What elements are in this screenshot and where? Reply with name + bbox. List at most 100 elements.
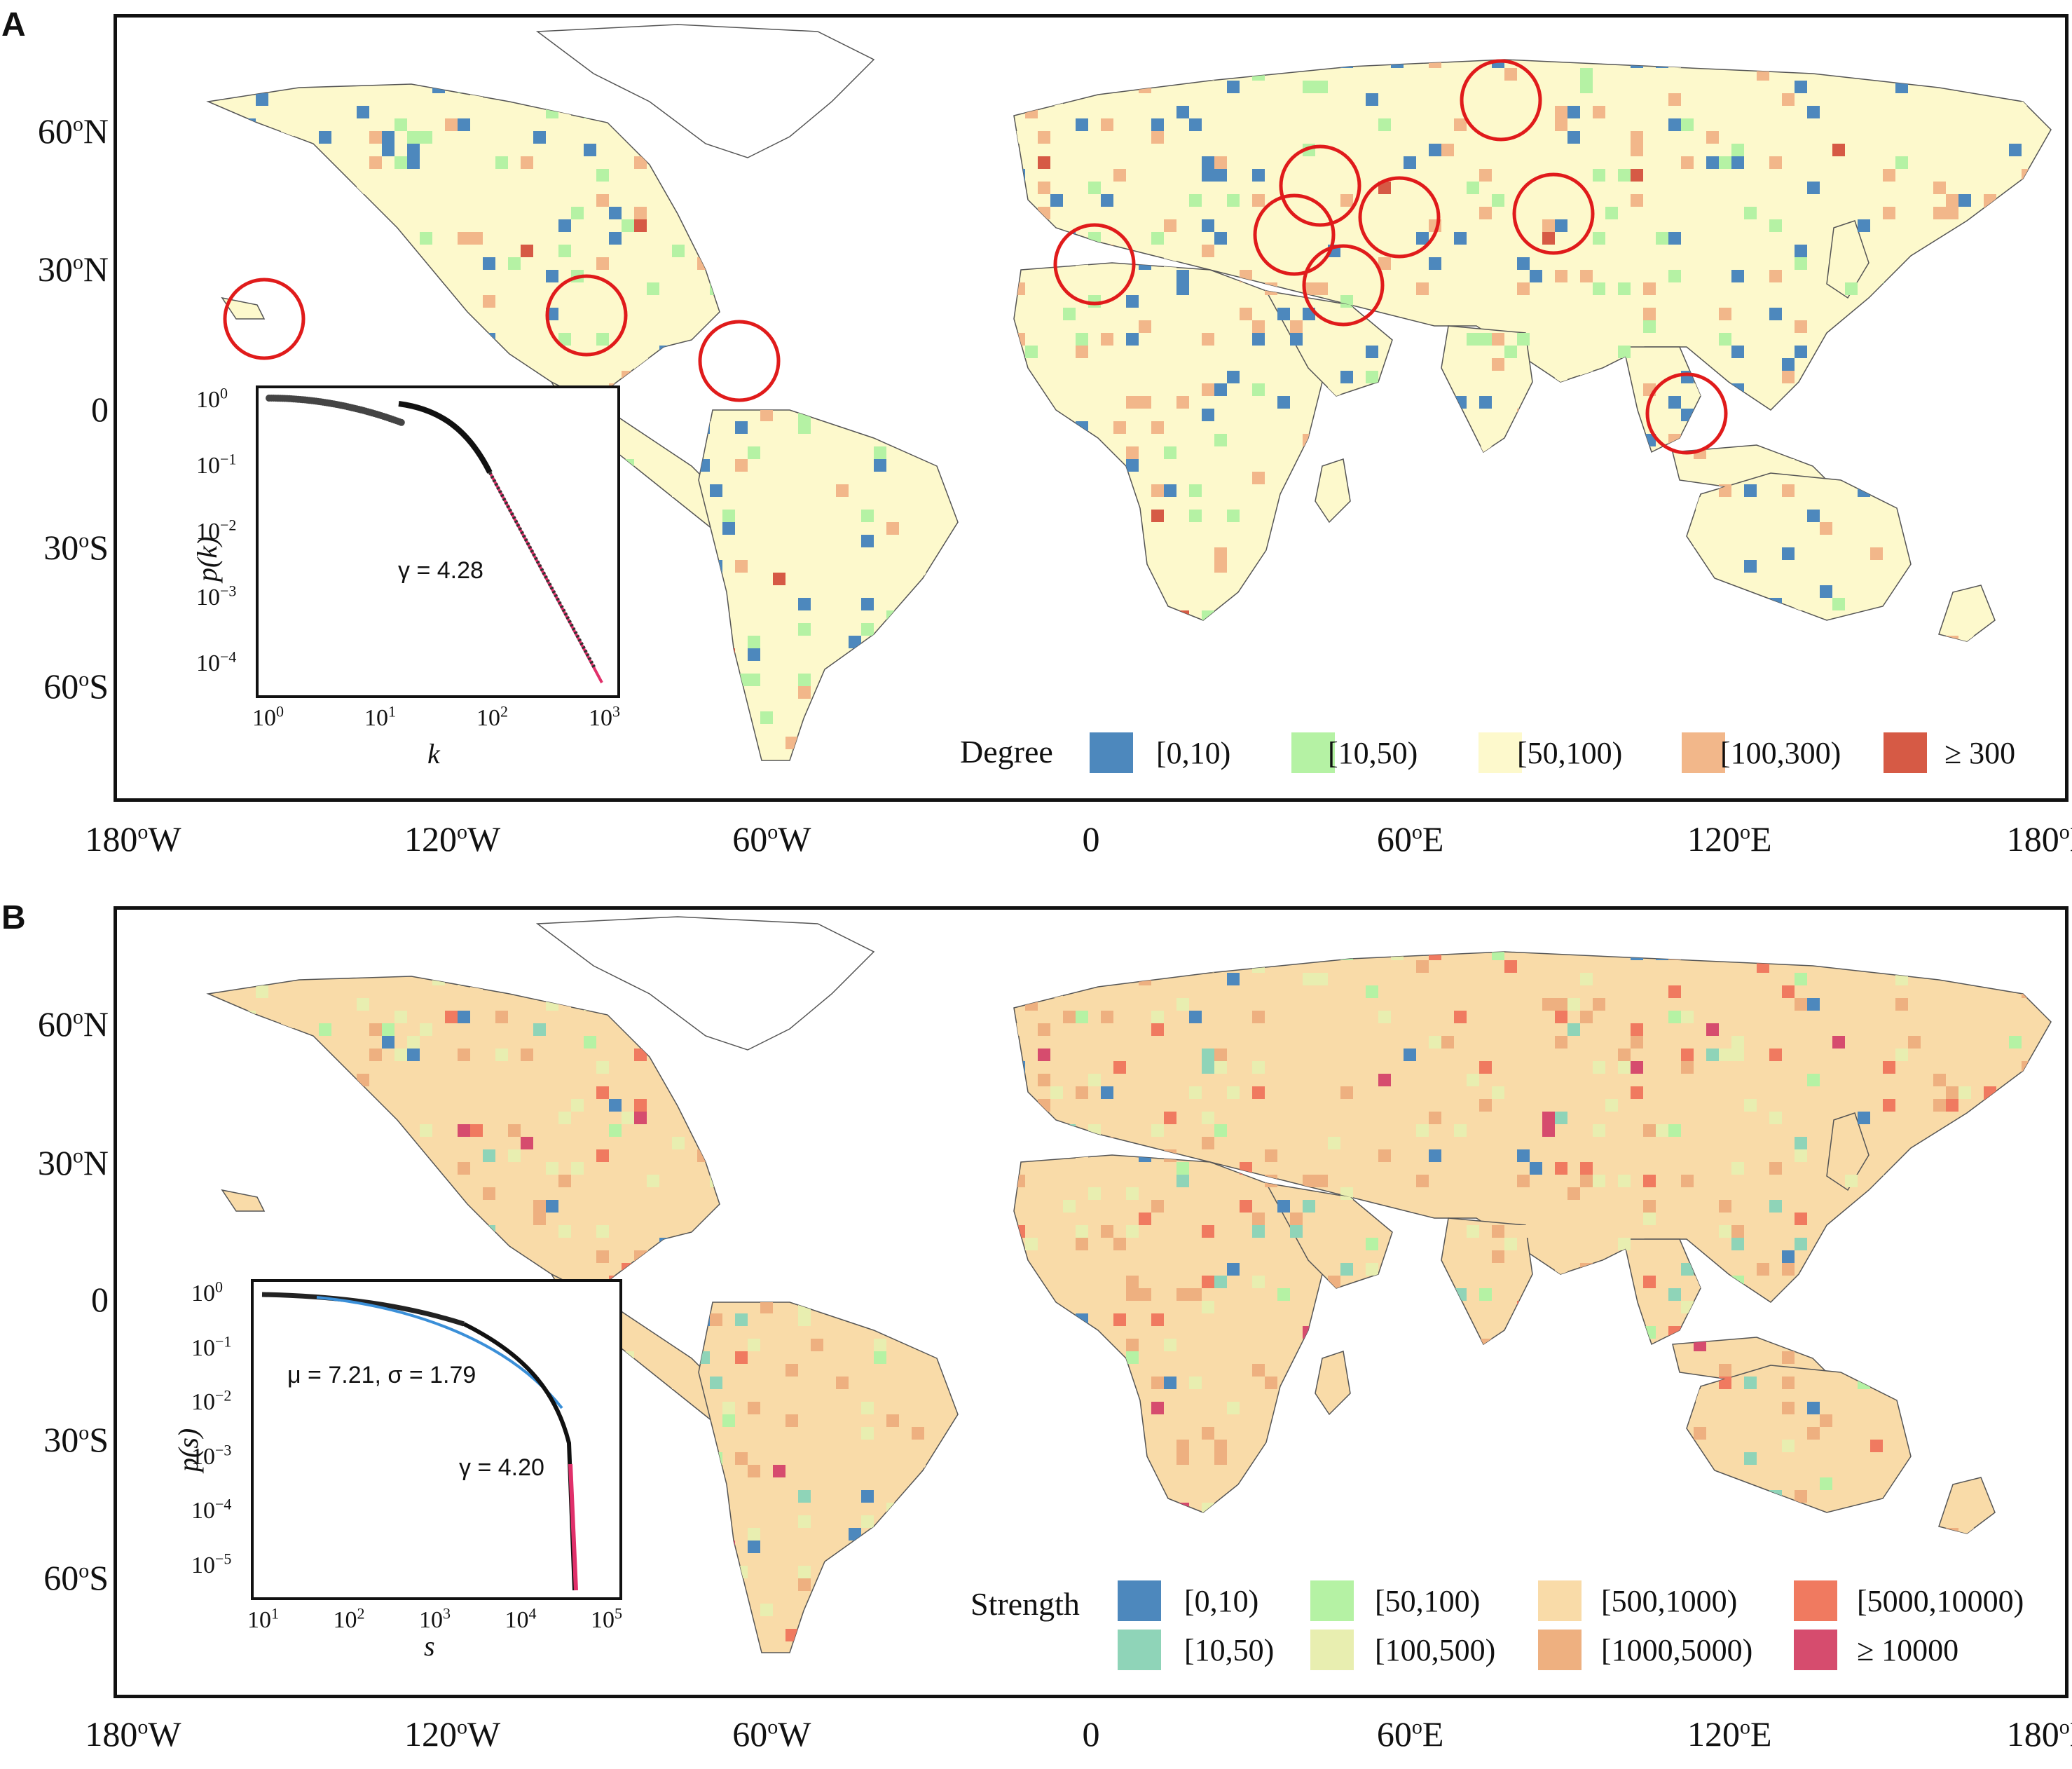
legend-title: Degree [960, 734, 1053, 770]
panel-a-map [206, 24, 2052, 761]
strength-distribution-plot [261, 1292, 578, 1591]
legend-swatch [1794, 1630, 1837, 1670]
greenland-landmass [535, 916, 875, 1051]
inset-y-label: p(s) [172, 1428, 204, 1472]
longitude-tick-label: 60oW [732, 819, 811, 859]
x-tick-label: 101 [364, 702, 396, 731]
japan-landmass [1826, 220, 1869, 299]
hub-circle [1645, 372, 1728, 455]
legend-title: Strength [970, 1586, 1080, 1622]
legend-label: [5000,10000) [1857, 1584, 2024, 1618]
lognormal-fit-line [316, 1296, 563, 1409]
europeAsia-landmass [1013, 59, 2052, 411]
x-tick-label: 100 [252, 702, 284, 731]
africa-landmass [1013, 1154, 1323, 1513]
latitude-tick-label: 30oN [37, 250, 109, 289]
legend-swatch [1291, 732, 1335, 773]
power-law-fit-line [568, 1463, 578, 1591]
legend-swatch [1794, 1580, 1837, 1621]
inset-x-label: k [427, 738, 440, 770]
x-tick-label: 103 [419, 1604, 451, 1633]
legend-label: [50,100) [1517, 736, 1623, 770]
legend-label: ≥ 10000 [1857, 1633, 1959, 1667]
strength-empirical-curve [261, 1292, 465, 1327]
legend-swatch [1090, 732, 1133, 773]
inset-x-label: s [424, 1630, 435, 1662]
australia-landmass [1686, 472, 1912, 621]
latitude-tick-label: 30oN [37, 1143, 109, 1182]
legend-label: [100,300) [1720, 736, 1841, 770]
y-tick-label: 100 [196, 384, 228, 413]
legend-swatch [1682, 732, 1725, 773]
hawaii-landmass [221, 1189, 266, 1212]
hub-circle [1302, 244, 1385, 327]
fit-annotation: μ = 7.21, σ = 1.79 [287, 1362, 476, 1388]
panel-a-letter: A [1, 6, 26, 43]
longitude-tick-label: 120oE [1687, 819, 1772, 859]
longitude-tick-label: 60oE [1376, 1714, 1444, 1754]
x-tick-label: 102 [476, 702, 508, 731]
longitude-tick-label: 180oE [2006, 1714, 2072, 1754]
hub-circle [1053, 223, 1136, 306]
legend-swatch [1118, 1630, 1161, 1670]
degree-points [266, 395, 405, 426]
legend-label: [100,500) [1375, 1633, 1496, 1667]
latitude-tick-label: 30oS [43, 528, 109, 567]
hub-circle [1460, 59, 1542, 142]
legend-label: [0,10) [1184, 1584, 1259, 1618]
hub-circle [1279, 144, 1361, 227]
degree-empirical-curve [398, 401, 493, 474]
latitude-tick-label: 0 [91, 390, 109, 429]
y-tick-label: 10−4 [196, 648, 237, 676]
newZealand-landmass [1938, 1477, 1996, 1534]
madagascar-landmass [1315, 458, 1351, 524]
hub-circle [223, 278, 306, 360]
latitude-tick-label: 60oS [43, 667, 109, 706]
latitude-tick-label: 60oN [37, 111, 109, 151]
southAmerica-landmass [698, 409, 959, 761]
legend-label: [10,50) [1184, 1633, 1275, 1667]
japan-landmass [1826, 1112, 1869, 1191]
legend-swatch [1118, 1580, 1161, 1621]
longitude-tick-label: 0 [1082, 819, 1100, 859]
legend-swatch [1884, 732, 1927, 773]
legend-swatch [1538, 1630, 1582, 1670]
hub-circle [698, 320, 781, 402]
y-tick-label: 10−3 [191, 1441, 232, 1470]
latitude-tick-label: 30oS [43, 1420, 109, 1459]
longitude-tick-label: 180oE [2006, 819, 2072, 859]
hub-circle [1253, 193, 1336, 276]
y-tick-label: 10−3 [196, 582, 237, 610]
hub-circle [545, 274, 628, 357]
hub-circles [223, 59, 1728, 455]
y-tick-label: 10−1 [191, 1332, 232, 1361]
legend-label: ≥ 300 [1944, 736, 2016, 770]
x-tick-label: 102 [333, 1604, 365, 1633]
legend-label: [0,10) [1156, 736, 1231, 770]
panel-b-map [206, 916, 2052, 1653]
x-tick-label: 105 [591, 1604, 622, 1633]
australia-landmass [1686, 1365, 1912, 1513]
panel-b-letter: B [1, 899, 26, 936]
strength-tail-curve [462, 1322, 577, 1591]
x-tick-label: 103 [589, 702, 620, 731]
longitude-tick-label: 120oW [404, 819, 501, 859]
fit-annotation: γ = 4.20 [459, 1454, 544, 1481]
longitude-tick-label: 120oW [404, 1714, 501, 1754]
degree-tail-points [488, 471, 597, 670]
latitude-tick-label: 60oN [37, 1004, 109, 1044]
longitude-tick-label: 0 [1082, 1714, 1100, 1754]
europeAsia-landmass [1013, 951, 2052, 1303]
latitude-tick-label: 60oS [43, 1558, 109, 1597]
legend-label: [50,100) [1375, 1584, 1481, 1618]
africa-landmass [1013, 262, 1323, 621]
legend-swatch [1310, 1630, 1354, 1670]
y-tick-label: 10−1 [196, 450, 237, 479]
greenland-landmass [535, 24, 875, 158]
legend-label: [10,50) [1328, 736, 1418, 770]
madagascar-landmass [1315, 1351, 1351, 1416]
legend-label: [500,1000) [1601, 1584, 1738, 1618]
legend-swatch [1538, 1580, 1582, 1621]
panel-a-inset [256, 385, 620, 698]
x-tick-label: 101 [247, 1604, 279, 1633]
